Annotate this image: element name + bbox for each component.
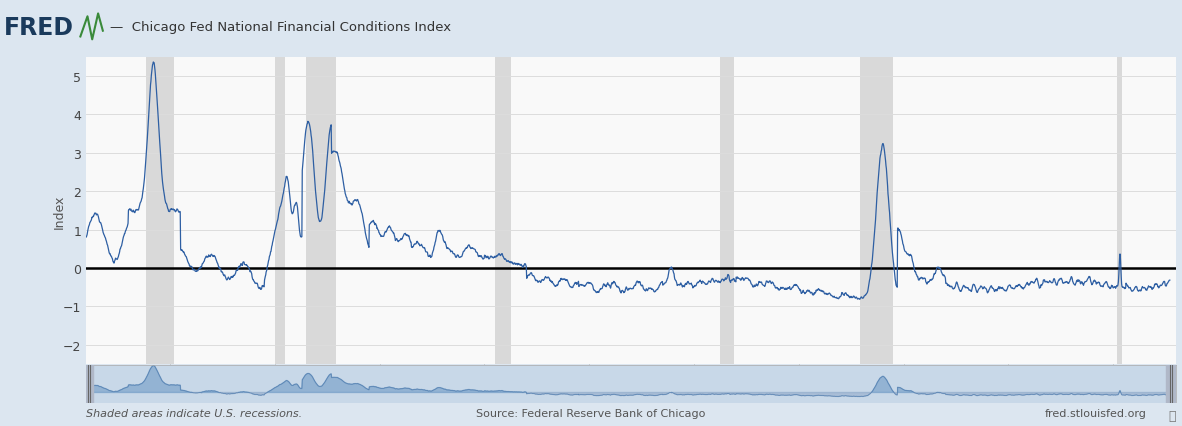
Y-axis label: Index: Index xyxy=(52,194,65,228)
Text: Shaded areas indicate U.S. recessions.: Shaded areas indicate U.S. recessions. xyxy=(86,408,303,418)
Bar xyxy=(1117,58,1122,364)
Bar xyxy=(720,58,734,364)
Bar xyxy=(860,58,894,364)
Bar xyxy=(495,58,511,364)
Text: ⛶: ⛶ xyxy=(1169,409,1176,422)
Bar xyxy=(86,365,92,403)
Text: FRED: FRED xyxy=(4,16,73,40)
Text: fred.stlouisfed.org: fred.stlouisfed.org xyxy=(1045,408,1147,418)
Text: Source: Federal Reserve Bank of Chicago: Source: Federal Reserve Bank of Chicago xyxy=(476,408,706,418)
Bar xyxy=(1165,365,1176,403)
Bar xyxy=(145,58,174,364)
Text: —  Chicago Fed National Financial Conditions Index: — Chicago Fed National Financial Conditi… xyxy=(110,21,452,34)
Bar xyxy=(275,58,285,364)
Bar xyxy=(306,58,336,364)
